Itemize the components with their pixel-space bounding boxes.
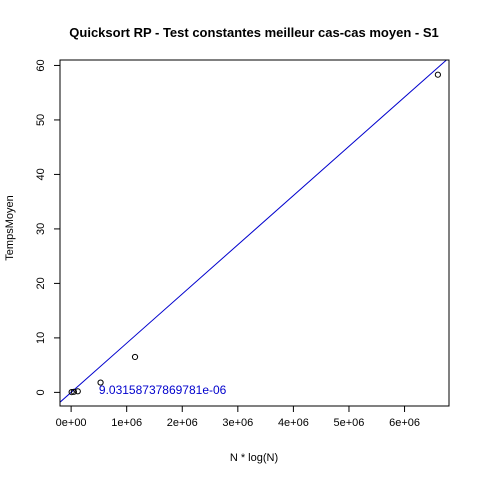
- y-tick-label: 0: [35, 389, 47, 395]
- x-tick-label: 4e+06: [278, 417, 309, 429]
- x-axis-label: N * log(N): [230, 452, 278, 464]
- data-point: [74, 388, 81, 395]
- y-tick-label: 20: [35, 277, 47, 289]
- fit-line: [60, 60, 448, 403]
- x-tick-label: 1e+06: [111, 417, 142, 429]
- chart-title: Quicksort RP - Test constantes meilleur …: [69, 25, 438, 40]
- y-axis-label: TempsMoyen: [4, 195, 16, 260]
- data-point: [131, 353, 139, 361]
- x-tick-label: 2e+06: [167, 417, 198, 429]
- data-point: [70, 388, 77, 395]
- x-tick-label: 5e+06: [334, 417, 365, 429]
- y-tick-label: 30: [35, 223, 47, 235]
- data-point: [434, 71, 441, 78]
- y-tick-label: 60: [35, 59, 47, 71]
- data-point: [97, 379, 104, 386]
- data-point: [68, 389, 75, 396]
- y-tick-label: 40: [35, 168, 47, 180]
- y-tick-label: 10: [35, 332, 47, 344]
- x-tick-label: 0e+00: [56, 417, 87, 429]
- plot-frame: [59, 59, 450, 407]
- x-tick-label: 3e+06: [222, 417, 253, 429]
- x-tick-label: 6e+06: [389, 417, 420, 429]
- y-tick-label: 50: [35, 114, 47, 126]
- slope-annotation: 9.03158737869781e-06: [99, 383, 227, 397]
